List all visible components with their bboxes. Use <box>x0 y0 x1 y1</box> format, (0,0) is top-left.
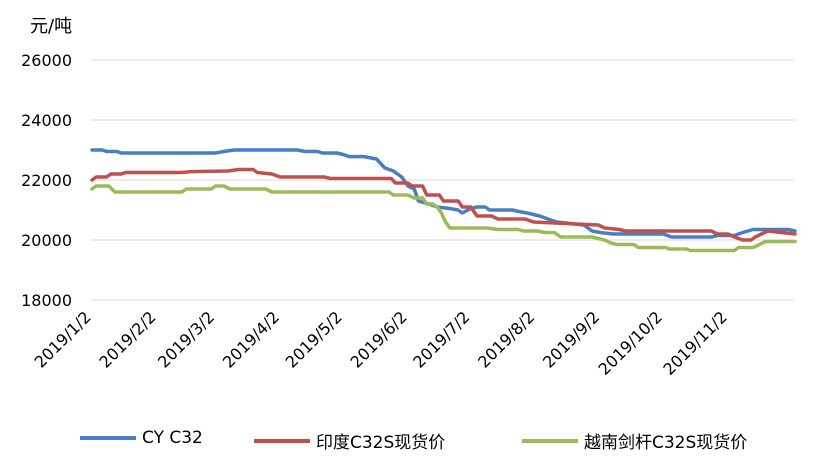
x-tick-label: 2019/9/2 <box>539 307 603 371</box>
series-line-1 <box>90 167 797 242</box>
y-tick-label: 24000 <box>21 111 72 130</box>
x-tick-label: 2019/3/2 <box>154 307 218 371</box>
legend-label: 越南剑杆C32S现货价 <box>584 433 748 453</box>
series-line-2 <box>90 184 797 253</box>
x-tick-label: 2019/4/2 <box>219 307 283 371</box>
y-tick-label: 26000 <box>21 51 72 70</box>
x-tick-label: 2019/1/2 <box>31 307 95 371</box>
y-axis-labels: 26000 24000 22000 20000 18000 <box>21 51 72 310</box>
legend-item-india-c32s: 印度C32S现货价 <box>254 428 445 453</box>
legend: CY C32 印度C32S现货价 越南剑杆C32S现货价 <box>0 428 823 458</box>
legend-swatch <box>254 438 310 443</box>
x-tick-label: 2019/8/2 <box>474 307 538 371</box>
x-tick-label: 2019/11/2 <box>659 307 730 378</box>
y-tick-label: 22000 <box>21 171 72 190</box>
legend-item-cy-c32: CY C32 <box>80 428 203 448</box>
series-lines <box>90 148 797 253</box>
legend-swatch <box>522 438 578 443</box>
x-tick-label: 2019/10/2 <box>595 307 666 378</box>
legend-label: CY C32 <box>142 428 203 448</box>
x-tick-label: 2019/6/2 <box>347 307 411 371</box>
legend-item-vietnam-c32s: 越南剑杆C32S现货价 <box>522 428 747 453</box>
y-tick-label: 20000 <box>21 231 72 250</box>
y-tick-label: 18000 <box>21 291 72 310</box>
x-tick-label: 2019/5/2 <box>282 307 346 371</box>
series-line-0 <box>90 148 797 239</box>
x-tick-label: 2019/2/2 <box>95 307 159 371</box>
legend-swatch <box>80 436 136 440</box>
x-tick-label: 2019/7/2 <box>409 307 473 371</box>
unit-label: 元/吨 <box>30 16 73 37</box>
legend-label: 印度C32S现货价 <box>316 433 446 453</box>
gridlines <box>92 59 795 301</box>
